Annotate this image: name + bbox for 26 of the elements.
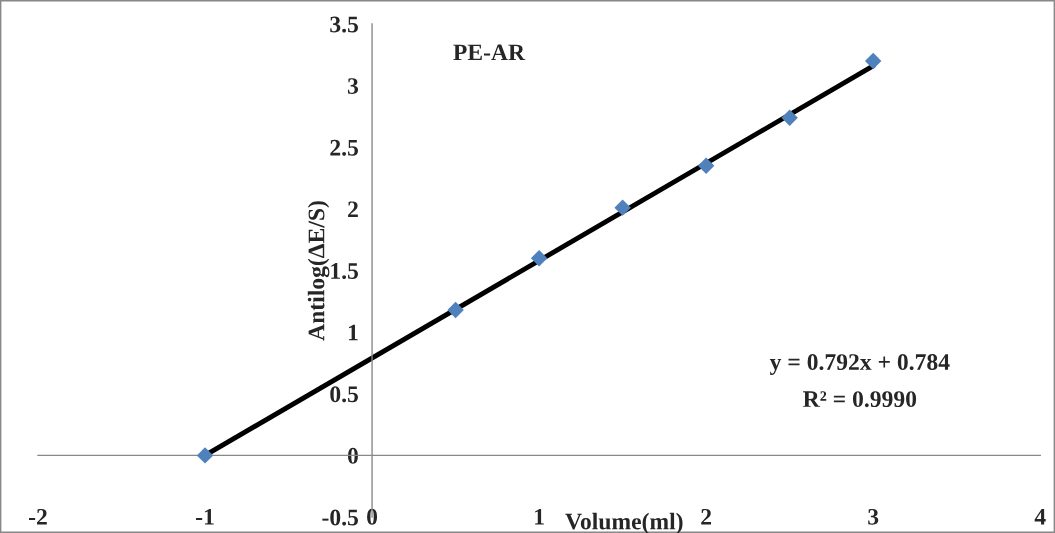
point bbox=[530, 249, 548, 267]
x-tick-label: -2 bbox=[29, 508, 47, 525]
y-tick-label: 0.5 bbox=[330, 386, 359, 403]
y-tick-label: 1.5 bbox=[331, 263, 359, 280]
y-tick-label: 3.5 bbox=[330, 16, 359, 33]
x-tick-label: 1 bbox=[535, 508, 544, 525]
y-tick-label: 1 bbox=[348, 324, 358, 341]
annotation: R² = 0.9990 bbox=[803, 391, 917, 408]
point bbox=[447, 301, 464, 319]
annotation: y = 0.792x + 0.784 bbox=[769, 354, 950, 375]
x-tick-label: 3 bbox=[868, 508, 879, 525]
y-axis-title: Antilog(ΔE/S) bbox=[307, 201, 330, 341]
y-tick-label: 2 bbox=[348, 201, 358, 218]
x-tick-label: 2 bbox=[701, 508, 712, 525]
y-tick-label: -0.5 bbox=[322, 509, 359, 526]
point bbox=[864, 52, 882, 70]
y-tick-label: 3 bbox=[347, 78, 359, 95]
x-tick-label: 0 bbox=[367, 508, 378, 525]
point bbox=[781, 109, 798, 126]
x-tick-label: 4 bbox=[1034, 509, 1046, 525]
text: PE-AR bbox=[453, 44, 526, 61]
y-tick-label: 2.5 bbox=[330, 139, 359, 156]
x-tick-label: -1 bbox=[196, 508, 214, 525]
point bbox=[614, 199, 631, 216]
point bbox=[196, 447, 214, 464]
point bbox=[697, 157, 715, 174]
